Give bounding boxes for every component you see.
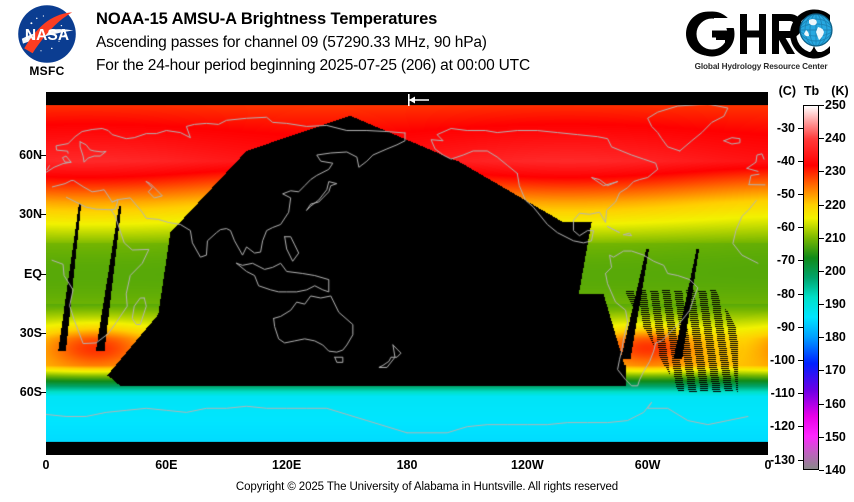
colorbar-kelvin-label: 220 (825, 197, 846, 212)
colorbar-kelvin-tick (819, 270, 824, 272)
colorbar-celsius-label: -40 (776, 153, 795, 168)
colorbar-celsius-label: -50 (776, 187, 795, 202)
colorbar-celsius-tick (798, 293, 803, 295)
colorbar-kelvin-label: 180 (825, 330, 846, 345)
colorbar-gradient (804, 106, 818, 469)
colorbar-celsius-label: -70 (776, 253, 795, 268)
colorbar-celsius-tick (798, 459, 803, 461)
colorbar-bar (803, 105, 819, 470)
colorbar-kelvin-label: 140 (825, 463, 846, 477)
colorbar-kelvin-tick (819, 171, 824, 173)
colorbar-kelvin-label: 190 (825, 297, 846, 312)
page-period: For the 24-hour period beginning 2025-07… (96, 57, 530, 74)
brightness-temperature-map (46, 92, 768, 455)
colorbar-celsius-tick (798, 194, 803, 196)
colorbar-celsius-tick (798, 127, 803, 129)
colorbar-kelvin-tick (819, 105, 824, 106)
nasa-logo: NASA MSFC (8, 4, 86, 82)
colorbar-kelvin-label: 210 (825, 230, 846, 245)
colorbar-kelvin-tick (819, 436, 824, 438)
map-plot-area[interactable] (46, 92, 768, 455)
colorbar-kelvin-label: 230 (825, 164, 846, 179)
colorbar-kelvin-tick (819, 470, 824, 471)
nasa-center-label: MSFC (29, 64, 65, 78)
colorbar-celsius-tick (798, 426, 803, 428)
nasa-wordmark: NASA (25, 27, 69, 44)
colorbar-celsius-label: -90 (776, 319, 795, 334)
x-axis-tick-label: 120E (272, 458, 302, 472)
colorbar-kelvin-tick (819, 138, 824, 140)
x-axis-tick-label: 0 (764, 458, 772, 472)
colorbar-celsius-tick (798, 260, 803, 262)
colorbar-celsius-label: -130 (769, 452, 795, 467)
colorbar-header: (C) Tb (K) (772, 84, 854, 98)
copyright-notice: Copyright © 2025 The University of Alaba… (235, 481, 619, 493)
ghrc-wordmark-icon (686, 9, 833, 59)
nasa-meatball-icon: NASA (18, 5, 76, 63)
map-bottom-band (46, 442, 768, 455)
colorbar-celsius-label: -120 (769, 419, 795, 434)
colorbar-celsius-label: -80 (776, 286, 795, 301)
colorbar-kelvin-tick (819, 337, 824, 339)
header: NASA MSFC NOAA-15 AMSU-A Brightness Temp… (0, 0, 854, 88)
colorbar-celsius-unit: (C) (778, 84, 796, 98)
title-block: NOAA-15 AMSU-A Brightness Temperatures A… (96, 8, 676, 77)
x-axis-tick-label: 60E (155, 458, 178, 472)
x-axis-tick-label: 0 (42, 458, 50, 472)
x-axis-labels: 0 60E 120E 180 120W 60W 0 (43, 458, 772, 476)
colorbar-celsius-label: -100 (769, 353, 795, 367)
colorbar-kelvin-tick (819, 204, 824, 206)
colorbar-quantity-label: Tb (803, 84, 820, 98)
colorbar-kelvin-tick (819, 370, 824, 372)
x-axis-tick-label: 180 (396, 458, 418, 472)
page-subtitle: Ascending passes for channel 09 (57290.3… (96, 34, 487, 51)
y-axis-tick-label: 30S (19, 325, 42, 340)
colorbar-celsius-label: -30 (776, 120, 795, 135)
y-axis-tick (40, 391, 46, 393)
y-axis-ticks (0, 92, 46, 455)
colorbar-celsius-label: -110 (770, 386, 795, 401)
colorbar-kelvin-label: 200 (825, 263, 846, 278)
page-title: NOAA-15 AMSU-A Brightness Temperatures (96, 10, 438, 28)
colorbar-kelvin-label: 240 (825, 131, 846, 146)
colorbar-kelvin-label: 250 (825, 98, 846, 112)
y-axis-tick (40, 332, 46, 334)
colorbar-celsius-label: -60 (776, 220, 795, 235)
colorbar-kelvin-tick (819, 304, 824, 306)
colorbar-kelvin-tick (819, 403, 824, 405)
ghrc-logo: Global Hydrology Resource Center (680, 6, 840, 82)
y-axis-tick-label: 60S (19, 384, 42, 399)
ghrc-subtitle: Global Hydrology Resource Center (694, 62, 828, 71)
colorbar-kelvin-label: 160 (825, 396, 846, 411)
colorbar-kelvin-tick (819, 237, 824, 239)
x-axis-tick-label: 60W (634, 458, 661, 472)
x-axis-tick-label: 120W (511, 458, 544, 472)
colorbar-celsius-tick (798, 360, 803, 361)
colorbar-kelvin-label: 150 (825, 429, 846, 444)
colorbar-celsius-tick (798, 227, 803, 229)
y-axis-tick (40, 273, 46, 275)
map-top-band (46, 92, 768, 105)
colorbar: 250 240 230 220 210 200 190 180 170 160 150 140 -30 -… (770, 99, 846, 477)
colorbar-celsius-tick (798, 326, 803, 328)
swath-start-marker-icon (408, 94, 429, 106)
y-axis-tick-label: EQ (23, 266, 42, 281)
y-axis-tick-label: 60N (19, 148, 42, 163)
y-axis-labels: 60N 30N EQ 30S 60S (0, 92, 42, 455)
colorbar-celsius-tick (798, 160, 803, 162)
y-axis-tick (40, 155, 46, 157)
colorbar-kelvin-label: 170 (825, 363, 846, 378)
colorbar-kelvin-unit: (K) (831, 84, 849, 98)
colorbar-celsius-tick (798, 393, 803, 395)
y-axis-tick-label: 30N (19, 207, 42, 222)
y-axis-tick (40, 214, 46, 216)
